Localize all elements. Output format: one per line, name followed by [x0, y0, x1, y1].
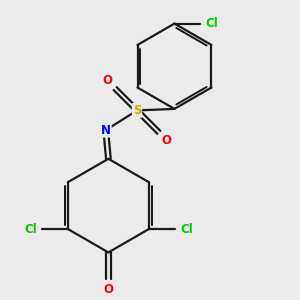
Text: Cl: Cl — [206, 17, 218, 30]
Text: N: N — [101, 124, 111, 137]
Text: O: O — [102, 74, 112, 87]
Text: S: S — [133, 104, 141, 117]
Text: O: O — [103, 284, 113, 296]
Text: O: O — [162, 134, 172, 147]
Text: Cl: Cl — [180, 223, 193, 236]
Text: Cl: Cl — [24, 223, 37, 236]
